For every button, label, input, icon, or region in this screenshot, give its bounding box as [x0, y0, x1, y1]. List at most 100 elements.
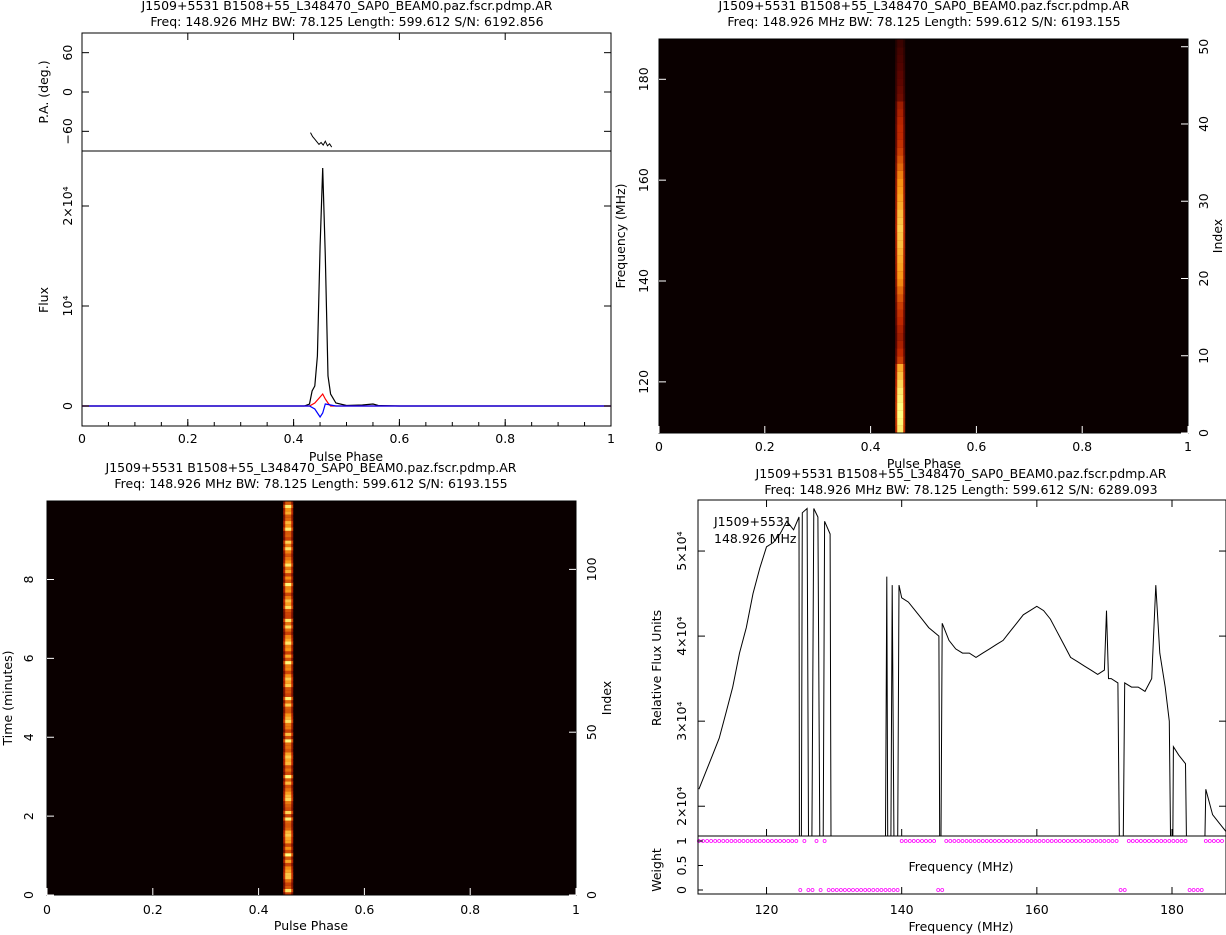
- heatmap-cell: [285, 777, 292, 782]
- heatmap-cell: [285, 588, 292, 593]
- weight-point: [1070, 839, 1074, 843]
- x-tick-label: 0.4: [861, 439, 881, 454]
- weight-point: [980, 839, 985, 843]
- heatmap-cell: [285, 575, 292, 580]
- heatmap-cell: [897, 108, 904, 117]
- weight-point: [997, 839, 1001, 843]
- bandpass-subtitle: Freq: 148.926 MHz BW: 78.125 Length: 599…: [764, 482, 1157, 497]
- heatmap-cell: [897, 93, 904, 102]
- heatmap-cell: [285, 585, 292, 590]
- pa-tick-label: 0: [60, 88, 75, 96]
- weight-point: [847, 888, 851, 892]
- heatmap-cell: [285, 572, 292, 577]
- weight-point: [774, 839, 778, 843]
- y-tick-label: 180: [636, 67, 651, 91]
- x-tick-label: 1: [572, 902, 580, 917]
- heatmap-cell: [285, 872, 292, 876]
- heatmap-cell: [285, 885, 292, 889]
- weight-point: [1053, 839, 1058, 843]
- heatmap-cell: [285, 579, 292, 583]
- weight-point: [1005, 839, 1009, 843]
- weight-tick-label: 0.5: [674, 856, 689, 876]
- weight-point: [1220, 839, 1224, 843]
- weight-point: [1033, 839, 1038, 843]
- weight-point: [863, 888, 868, 892]
- heatmap-cell: [285, 888, 292, 893]
- heatmap-cell: [897, 371, 904, 380]
- time-phase-heatmap: [47, 501, 576, 896]
- x-tick-label: 0.8: [1072, 439, 1092, 454]
- heatmap-cell: [285, 634, 292, 639]
- heatmap-cell: [285, 520, 292, 525]
- heatmap-cell: [897, 100, 904, 110]
- heatmap-cell: [285, 680, 292, 684]
- heatmap-cell: [285, 667, 292, 671]
- weight-point: [818, 888, 823, 892]
- heatmap-cell: [285, 761, 292, 766]
- index-tick-label: 40: [1196, 116, 1211, 132]
- weight-point: [1037, 839, 1042, 843]
- y-tick-label: 6: [21, 654, 36, 662]
- weight-point: [964, 839, 969, 843]
- x-tick-label: 0.6: [354, 902, 374, 917]
- heatmap-cell: [897, 293, 904, 303]
- weight-point: [936, 888, 941, 892]
- heatmap-cell: [285, 758, 292, 762]
- weight-point: [1171, 839, 1176, 843]
- heatmap-cell: [285, 540, 292, 544]
- weight-point: [713, 839, 718, 843]
- heatmap-cell: [285, 735, 292, 740]
- freq-phase-y-axis-label: Frequency (MHz): [613, 183, 628, 288]
- weight-point: [1017, 839, 1022, 843]
- heatmap-cell: [285, 693, 292, 697]
- weight-inner-x-label: Frequency (MHz): [908, 859, 1013, 874]
- weight-point: [721, 839, 726, 843]
- freq-phase-title: J1509+5531 B1508+55_L348470_SAP0_BEAM0.p…: [718, 0, 1130, 13]
- weight-point: [972, 839, 977, 843]
- heatmap-cell: [897, 317, 904, 326]
- weight-point: [1086, 839, 1091, 843]
- weight-point: [1135, 839, 1139, 843]
- profile-panel: J1509+5531 B1508+55_L348470_SAP0_BEAM0.p…: [36, 0, 615, 464]
- heatmap-cell: [285, 546, 292, 551]
- heatmap-cell: [897, 185, 904, 195]
- weight-point: [1183, 839, 1188, 843]
- heatmap-cell: [285, 768, 292, 772]
- heatmap-cell: [897, 378, 904, 388]
- weight-point: [1175, 839, 1180, 843]
- heatmap-cell: [285, 670, 292, 675]
- weight-point: [741, 839, 746, 843]
- weight-point: [1163, 839, 1168, 843]
- pa-axis-label: P.A. (deg.): [36, 60, 51, 123]
- y-tick-label: 3×10⁴: [674, 701, 689, 740]
- heatmap-cell: [285, 706, 292, 710]
- heatmap-cell: [285, 836, 292, 841]
- heatmap-cell: [897, 286, 904, 295]
- heatmap-cell: [897, 425, 904, 434]
- heatmap-cell: [897, 263, 904, 272]
- heatmap-cell: [897, 409, 904, 419]
- weight-point: [911, 839, 916, 843]
- heatmap-cell: [285, 748, 292, 753]
- heatmap-cell: [285, 614, 292, 619]
- weight-point: [871, 888, 876, 892]
- bandpass-annotation-freq: 148.926 MHz: [714, 531, 797, 546]
- weight-point: [895, 888, 900, 892]
- weight-point: [944, 839, 949, 843]
- weight-point: [1098, 839, 1103, 843]
- heatmap-cell: [897, 170, 904, 179]
- weight-point: [1066, 839, 1070, 843]
- pa-tick-label: −60: [60, 118, 75, 144]
- weight-point: [1122, 888, 1127, 892]
- heatmap-cell: [897, 394, 904, 403]
- x-tick-label: 0.8: [460, 902, 480, 917]
- heatmap-cell: [897, 131, 904, 140]
- heatmap-cell: [285, 745, 292, 749]
- heatmap-cell: [285, 702, 292, 707]
- heatmap-cell: [285, 514, 292, 518]
- heatmap-cell: [285, 533, 292, 538]
- weight-point: [1187, 888, 1192, 892]
- heatmap-cell: [285, 810, 292, 815]
- bandpass-y-axis-label: Relative Flux Units: [649, 610, 664, 726]
- heatmap-cell: [285, 601, 292, 606]
